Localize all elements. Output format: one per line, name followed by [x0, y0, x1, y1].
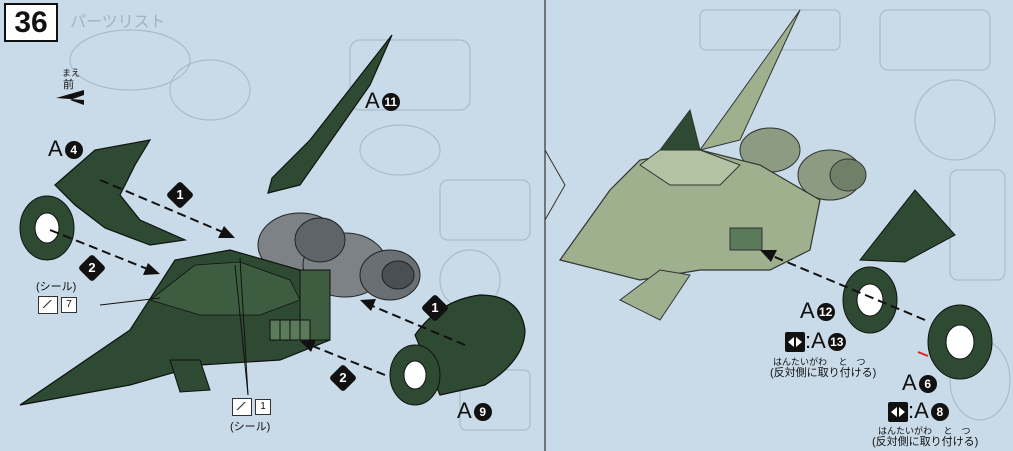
jet-body-panel-left: [149, 261, 301, 316]
direction-ruby: まえ: [62, 68, 81, 78]
direction-arrow: [56, 90, 84, 105]
engine-nozzle-left-2-inner: [381, 260, 415, 290]
red-marker: [917, 351, 929, 357]
seal-leader-top: [99, 297, 161, 306]
part-a6-ring: [927, 304, 993, 380]
seal-leader-bottom: [234, 264, 249, 396]
mirror-icon-2: [888, 402, 908, 423]
arrows-left: [49, 179, 466, 376]
seal-leader-bottom-2: [239, 257, 249, 396]
left-jet-assembly: [19, 212, 421, 406]
mirror-note-2: (反対側に取り付ける): [872, 436, 979, 448]
step-marker-1a: 1: [165, 180, 195, 210]
jet-fin-under-left: [169, 359, 211, 393]
seal-bottom-label: (シール): [230, 421, 271, 433]
step-marker-2a: 2: [77, 253, 107, 283]
mirror-icon: [785, 332, 805, 353]
peg-left: [269, 319, 311, 341]
direction-label: 前: [63, 79, 74, 91]
label-a12: A 12: [800, 298, 835, 324]
arrowhead-right: [760, 250, 777, 262]
arrow-right: [769, 254, 926, 321]
step-number: 36: [4, 3, 58, 42]
seal-bottom-icons: 1: [232, 398, 271, 416]
arrowheads-left: [143, 226, 376, 352]
seal-top-label: (シール): [36, 281, 77, 293]
seal-icon-2: [232, 398, 252, 416]
mirror-a13: :A 13: [785, 328, 846, 354]
faint-parts-list-text: パーツリスト: [70, 14, 166, 31]
part-a4-wing: [19, 139, 188, 261]
seal-top-icons: 7: [38, 296, 77, 314]
part-a9-cover: [389, 294, 526, 406]
ruby-note-1: はんたいがわ と つ: [773, 357, 866, 367]
label-a11: A 11: [365, 88, 400, 114]
part-a11-blade: [267, 34, 393, 194]
step-marker-1b: 1: [420, 293, 450, 323]
part-a12-fin: [842, 189, 956, 334]
step-marker-2b: 2: [328, 363, 358, 393]
mirror-note-1: (反対側に取り付ける): [770, 367, 877, 379]
divider-notch: [544, 149, 566, 221]
seal-icon: [38, 296, 58, 314]
mirror-a8: :A 8: [888, 398, 949, 424]
ruby-note-2: はんたいがわ と つ: [878, 426, 971, 436]
right-jet-assembly: [558, 9, 867, 321]
engine-nozzle-left-1: [294, 217, 346, 263]
faint-background-art-right: [699, 9, 1011, 421]
